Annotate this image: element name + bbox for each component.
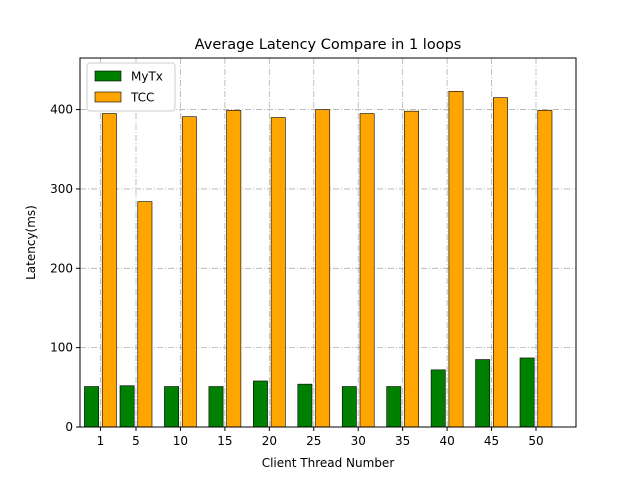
legend-label-tcc: TCC bbox=[130, 91, 154, 105]
bar-mytx-50 bbox=[519, 357, 535, 428]
bar-mytx-45 bbox=[475, 359, 491, 428]
bar-tcc-45 bbox=[493, 97, 508, 428]
bar-tcc-1 bbox=[101, 113, 117, 428]
legend-label-mytx: MyTx bbox=[131, 70, 163, 84]
bar-tcc-10 bbox=[181, 116, 197, 428]
x-tick-label: 25 bbox=[306, 434, 321, 448]
legend-swatch-mytx bbox=[94, 70, 122, 82]
x-tick-label: 20 bbox=[262, 434, 277, 448]
bar-tcc-20 bbox=[270, 117, 286, 428]
plot-frame bbox=[79, 57, 577, 428]
x-axis: 1 5 10 15 20 25 30 35 40 45 50 bbox=[97, 427, 544, 448]
y-tick-label: 200 bbox=[50, 261, 73, 275]
x-tick-label: 40 bbox=[439, 434, 454, 448]
bar-mytx-25 bbox=[297, 383, 313, 428]
bar-mytx-5 bbox=[119, 385, 135, 428]
y-tick-label: 100 bbox=[50, 341, 73, 355]
x-tick-label: 35 bbox=[395, 434, 410, 448]
legend: MyTx TCC bbox=[86, 62, 176, 112]
bar-tcc-5 bbox=[137, 201, 153, 428]
bar-mytx-20 bbox=[253, 380, 268, 428]
bar-mytx-35 bbox=[386, 386, 402, 428]
y-tick-label: 300 bbox=[50, 182, 73, 196]
x-tick-label: 50 bbox=[528, 434, 543, 448]
bar-mytx-40 bbox=[430, 369, 446, 428]
x-tick-label: 5 bbox=[132, 434, 140, 448]
x-tick-label: 15 bbox=[217, 434, 232, 448]
y-tick-label: 400 bbox=[50, 103, 73, 117]
y-axis: 0 100 200 300 400 bbox=[50, 103, 80, 434]
x-tick-label: 1 bbox=[97, 434, 105, 448]
x-tick-label: 30 bbox=[351, 434, 366, 448]
bars-layer bbox=[84, 91, 553, 428]
chart-title: Average Latency Compare in 1 loops bbox=[195, 37, 462, 53]
x-tick-label: 10 bbox=[173, 434, 188, 448]
legend-swatch-tcc bbox=[94, 91, 122, 103]
y-tick-label: 0 bbox=[65, 420, 73, 434]
bar-mytx-1 bbox=[84, 386, 99, 428]
bar-tcc-40 bbox=[448, 91, 464, 428]
bar-tcc-30 bbox=[359, 113, 375, 428]
bar-mytx-30 bbox=[341, 386, 357, 428]
bar-mytx-10 bbox=[164, 386, 179, 428]
y-axis-label: Latency(ms) bbox=[24, 205, 38, 280]
bar-tcc-50 bbox=[537, 110, 553, 428]
x-axis-label: Client Thread Number bbox=[262, 456, 395, 470]
bar-tcc-15 bbox=[226, 110, 242, 428]
bar-tcc-25 bbox=[315, 109, 331, 428]
bar-tcc-35 bbox=[404, 110, 419, 428]
x-tick-label: 45 bbox=[484, 434, 499, 448]
bar-mytx-15 bbox=[208, 386, 224, 428]
